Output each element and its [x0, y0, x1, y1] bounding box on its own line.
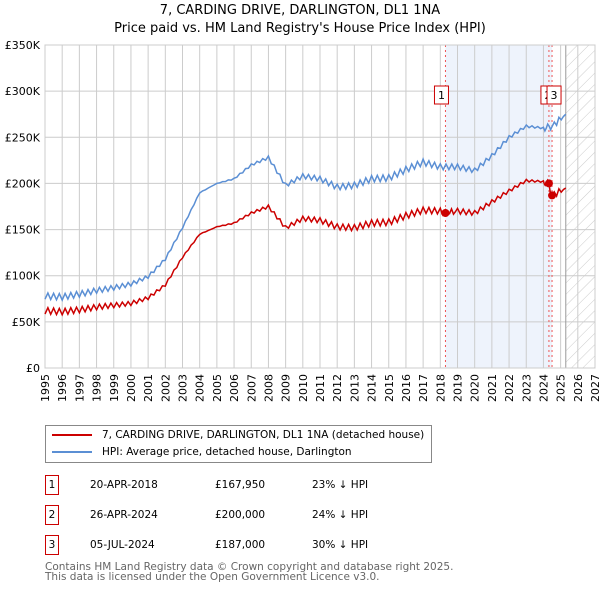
x-tick-label: 1998 [91, 374, 104, 402]
x-tick-label: 2024 [537, 374, 550, 402]
x-tick-label: 2009 [280, 374, 293, 402]
x-tick-label: 2010 [297, 374, 310, 402]
transaction-row: 2 26-APR-2024 £200,000 24% ↓ HPI [45, 505, 465, 525]
x-tick-label: 2027 [589, 374, 600, 402]
x-tick-label: 2005 [211, 374, 224, 402]
x-tick-label: 2025 [555, 374, 568, 402]
forecast-hatch [565, 45, 595, 368]
x-tick-label: 2019 [452, 374, 465, 402]
sale-period-shading [445, 45, 553, 368]
annotation-label: 1 [438, 89, 445, 102]
x-tick-label: 2007 [245, 374, 258, 402]
sale-point [548, 191, 557, 200]
annotation-box [433, 85, 449, 105]
transaction-price: £167,950 [215, 479, 266, 491]
transaction-row: 3 05-JUL-2024 £187,000 30% ↓ HPI [45, 535, 465, 555]
legend-label: 7, CARDING DRIVE, DARLINGTON, DL1 1NA (d… [102, 429, 425, 441]
transaction-hpi-diff: 24% ↓ HPI [312, 509, 369, 521]
x-tick-label: 2018 [434, 374, 447, 402]
transaction-date: 05-JUL-2024 [90, 539, 155, 551]
x-tick-label: 2004 [194, 374, 207, 402]
footer-line: This data is licensed under the Open Gov… [45, 571, 380, 583]
transaction-marker: 2 [45, 505, 59, 525]
annotation-box [546, 85, 562, 105]
series-line [44, 113, 567, 302]
y-tick-label: £150K [5, 224, 41, 237]
x-tick-label: 2013 [348, 374, 361, 402]
x-tick-label: 2015 [383, 374, 396, 402]
transaction-hpi-diff: 30% ↓ HPI [312, 539, 369, 551]
x-tick-label: 2000 [125, 374, 138, 402]
y-tick-label: £100K [5, 270, 41, 283]
chart-subtitle: Price paid vs. HM Land Registry's House … [114, 21, 486, 36]
x-tick-label: 1999 [108, 374, 121, 402]
x-tick-label: 2002 [159, 374, 172, 402]
x-tick-label: 1997 [73, 374, 86, 402]
x-tick-label: 1995 [39, 374, 52, 402]
transaction-date: 26-APR-2024 [90, 509, 158, 521]
x-tick-label: 2011 [314, 374, 327, 402]
transaction-price: £187,000 [215, 539, 266, 551]
x-tick-label: 2008 [262, 374, 275, 402]
x-tick-label: 2020 [469, 374, 482, 402]
sale-point [441, 209, 450, 218]
x-tick-label: 2026 [572, 374, 585, 402]
legend: 7, CARDING DRIVE, DARLINGTON, DL1 1NA (d… [45, 425, 432, 463]
y-tick-label: £300K [5, 85, 41, 98]
transaction-price: £200,000 [215, 509, 266, 521]
transaction-marker: 3 [45, 535, 59, 555]
y-tick-label: £50K [12, 316, 41, 329]
x-tick-label: 2012 [331, 374, 344, 402]
annotation-label: 3 [551, 89, 558, 102]
x-tick-label: 2016 [400, 374, 413, 402]
transaction-hpi-diff: 23% ↓ HPI [312, 479, 369, 491]
x-tick-label: 2001 [142, 374, 155, 402]
legend-item-hpi: HPI: Average price, detached house, Darl… [52, 446, 352, 458]
x-tick-label: 2006 [228, 374, 241, 402]
footer-line: Contains HM Land Registry data © Crown c… [45, 561, 454, 573]
x-tick-label: 2022 [503, 374, 516, 402]
red-line-swatch [52, 434, 92, 436]
y-tick-label: £0 [26, 362, 40, 375]
transaction-date: 20-APR-2018 [90, 479, 158, 491]
blue-line-swatch [52, 451, 92, 453]
y-tick-label: £250K [5, 131, 41, 144]
transaction-marker: 1 [45, 475, 59, 495]
legend-item-property: 7, CARDING DRIVE, DARLINGTON, DL1 1NA (d… [52, 429, 424, 441]
y-tick-label: £350K [5, 39, 41, 52]
legend-label: HPI: Average price, detached house, Darl… [102, 446, 352, 458]
x-tick-label: 2023 [520, 374, 533, 402]
x-tick-label: 1996 [56, 374, 69, 402]
sale-point [544, 179, 553, 188]
plot-frame [44, 44, 596, 369]
chart-title: 7, CARDING DRIVE, DARLINGTON, DL1 1NA [159, 3, 441, 18]
series-line [44, 178, 567, 317]
x-tick-label: 2014 [366, 374, 379, 402]
y-tick-label: £200K [5, 177, 41, 190]
transaction-row: 1 20-APR-2018 £167,950 23% ↓ HPI [45, 475, 465, 495]
x-tick-label: 2017 [417, 374, 430, 402]
x-tick-label: 2021 [486, 374, 499, 402]
price-chart: £0 £50K £100K £150K £200K £250K £300K £350K 1995… [5, 39, 600, 402]
x-tick-label: 2003 [177, 374, 190, 402]
